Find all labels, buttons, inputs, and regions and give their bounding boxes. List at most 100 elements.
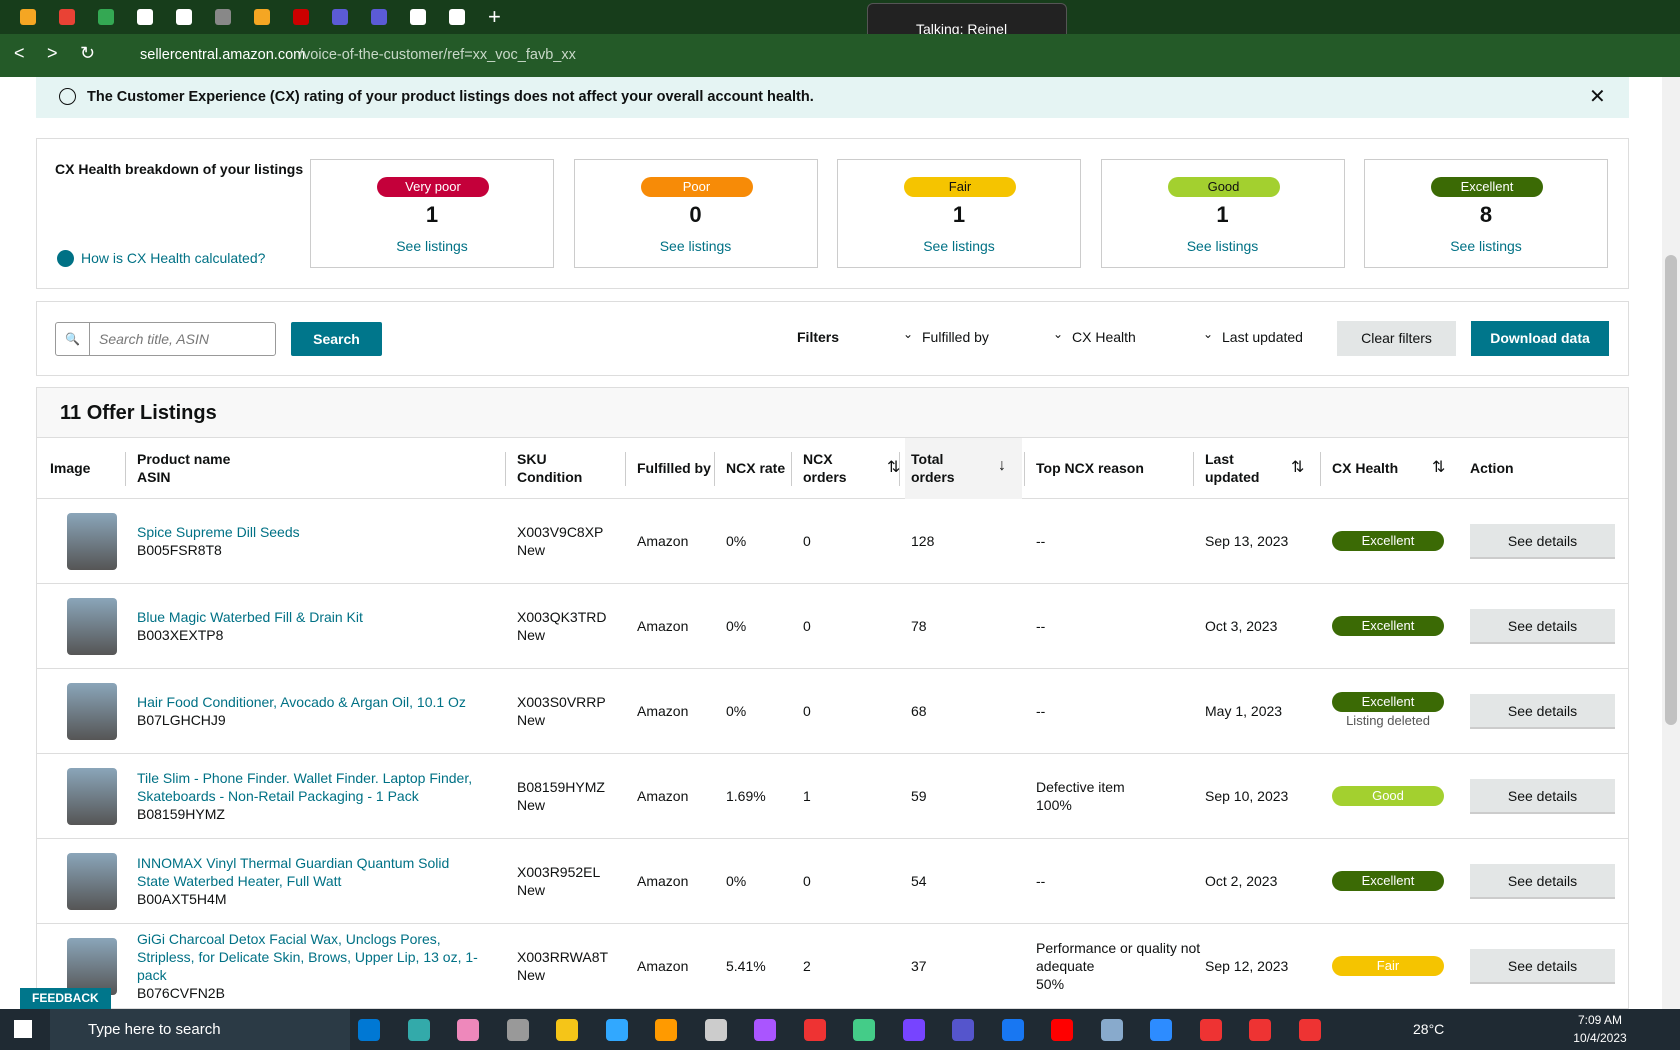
taskbar-app[interactable] (704, 1019, 727, 1041)
info-banner: The Customer Experience (CX) rating of y… (36, 77, 1629, 118)
see-listings[interactable]: See listings (396, 238, 468, 254)
address-bar: sellercentral.amazon.com/voice-of-the-cu… (114, 40, 1424, 70)
header-line: Image (50, 460, 91, 476)
toast-text: Talking: Reinel (916, 21, 1008, 37)
sku-cell: X003R952EL New (517, 863, 600, 899)
sort-icon[interactable]: ⇅ (887, 459, 901, 476)
taskbar-app[interactable] (1199, 1019, 1222, 1041)
tab-icon[interactable] (20, 9, 36, 25)
taskbar-app[interactable] (556, 1019, 578, 1041)
sku: X003V9C8XP (517, 524, 604, 540)
feedback-tab[interactable]: FEEDBACK (20, 988, 111, 1009)
tab-icon[interactable] (293, 9, 309, 25)
see-details-button[interactable]: See details (1470, 949, 1615, 984)
taskbar-app[interactable] (754, 1019, 776, 1041)
product-name[interactable]: INNOMAX Vinyl Thermal Guardian Quantum S… (137, 855, 450, 889)
tab-icon[interactable] (254, 9, 270, 25)
taskbar-search[interactable]: Type here to search (50, 1009, 350, 1050)
search-box[interactable]: 🔍 Search title, ASIN (55, 322, 276, 356)
asin: B08159HYMZ (137, 806, 225, 822)
taskbar-app[interactable] (1100, 1019, 1123, 1041)
header-line: updated (1205, 469, 1260, 485)
reason-line: 50% (1036, 976, 1065, 992)
asin: B00AXT5H4M (137, 891, 227, 907)
filter-dropdown[interactable]: Last updated (1222, 329, 1303, 345)
header-line: ASIN (137, 469, 171, 485)
see-listings[interactable]: See listings (1450, 238, 1522, 254)
taskbar: Type here to search 28°C 7:09 AM 10/4/2023 (0, 1009, 1680, 1050)
see-details-button[interactable]: See details (1470, 694, 1615, 729)
product-name[interactable]: Blue Magic Waterbed Fill & Drain Kit (137, 609, 363, 625)
tab-icon[interactable] (59, 9, 75, 25)
column-header: CX Health (1332, 459, 1398, 477)
product-name[interactable]: Tile Slim - Phone Finder. Wallet Finder.… (137, 770, 473, 804)
table-row: Hair Food Conditioner, Avocado & Argan O… (37, 669, 1628, 754)
column-divider (1193, 452, 1194, 486)
temperature: 28°C (1413, 1021, 1445, 1037)
product-cell: INNOMAX Vinyl Thermal Guardian Quantum S… (137, 854, 482, 908)
taskbar-app[interactable] (952, 1019, 974, 1041)
cx-count: 1 (425, 202, 439, 227)
filter-dropdown[interactable]: CX Health (1072, 329, 1136, 345)
sku: X003QK3TRD (517, 609, 607, 625)
taskbar-app[interactable] (1150, 1019, 1172, 1041)
taskbar-app[interactable] (457, 1019, 479, 1041)
filter-chevron: ⌄ (903, 327, 914, 341)
tab-icon[interactable] (449, 9, 465, 25)
sku-cell: X003RRWA8T New (517, 948, 608, 984)
taskbar-app[interactable] (902, 1019, 925, 1041)
tab-icon[interactable] (371, 9, 387, 25)
search-button[interactable]: Search (291, 322, 382, 356)
header-line: Total (911, 451, 944, 467)
taskbar-app[interactable] (407, 1019, 430, 1041)
start-button[interactable] (14, 1020, 32, 1038)
taskbar-app[interactable] (1051, 1019, 1073, 1041)
fulfilled-by: Amazon (637, 533, 689, 549)
tab-icon[interactable] (137, 9, 153, 25)
taskbar-app[interactable] (506, 1019, 529, 1041)
tab-icon[interactable] (176, 9, 192, 25)
column-header: SKU Condition (517, 450, 582, 486)
filter-dropdown[interactable]: Fulfilled by (922, 329, 989, 345)
taskbar-app[interactable] (853, 1019, 875, 1041)
help-link[interactable]: How is CX Health calculated? (81, 250, 266, 266)
taskbar-app[interactable] (655, 1019, 677, 1041)
sort-icon[interactable]: ↓ (998, 457, 1006, 474)
product-name[interactable]: GiGi Charcoal Detox Facial Wax, Unclogs … (137, 931, 478, 983)
sort-icon[interactable]: ⇅ (1291, 459, 1305, 476)
see-details-button[interactable]: See details (1470, 864, 1615, 899)
taskbar-app[interactable] (1001, 1019, 1024, 1041)
cx-pill: Good (1167, 177, 1280, 197)
ncx-orders: 2 (803, 958, 811, 974)
taskbar-app[interactable] (1298, 1019, 1321, 1041)
tab-icon[interactable] (215, 9, 231, 25)
sort-icon[interactable]: ⇅ (1432, 459, 1446, 476)
see-details-button[interactable]: See details (1470, 609, 1615, 644)
nav-button[interactable]: < (14, 43, 25, 63)
close-banner[interactable]: ✕ (1589, 86, 1606, 108)
see-details-button[interactable]: See details (1470, 779, 1615, 814)
download-button[interactable]: Download data (1471, 321, 1609, 356)
sorted-column-bg (905, 438, 1022, 499)
tab-icon[interactable] (98, 9, 114, 25)
product-name[interactable]: Hair Food Conditioner, Avocado & Argan O… (137, 694, 466, 710)
taskbar-app[interactable] (605, 1019, 628, 1041)
taskbar-app[interactable] (1249, 1019, 1271, 1041)
table-row: GiGi Charcoal Detox Facial Wax, Unclogs … (37, 924, 1628, 1009)
nav-button[interactable]: ↻ (80, 43, 96, 63)
new-tab[interactable]: + (488, 4, 501, 29)
taskbar-app[interactable] (803, 1019, 826, 1041)
product-name[interactable]: Spice Supreme Dill Seeds (137, 524, 300, 540)
see-listings[interactable]: See listings (659, 238, 732, 254)
tab-icon[interactable] (410, 9, 426, 25)
clear-filters[interactable]: Clear filters (1337, 321, 1456, 356)
nav-button[interactable]: > (47, 43, 58, 63)
taskbar-app[interactable] (358, 1019, 380, 1041)
reason-line: -- (1036, 703, 1046, 719)
column-divider (125, 452, 126, 486)
product-image (67, 853, 117, 910)
see-details-button[interactable]: See details (1470, 524, 1615, 559)
tab-icon[interactable] (332, 9, 348, 25)
see-listings[interactable]: See listings (923, 238, 995, 254)
see-listings[interactable]: See listings (1186, 238, 1259, 254)
